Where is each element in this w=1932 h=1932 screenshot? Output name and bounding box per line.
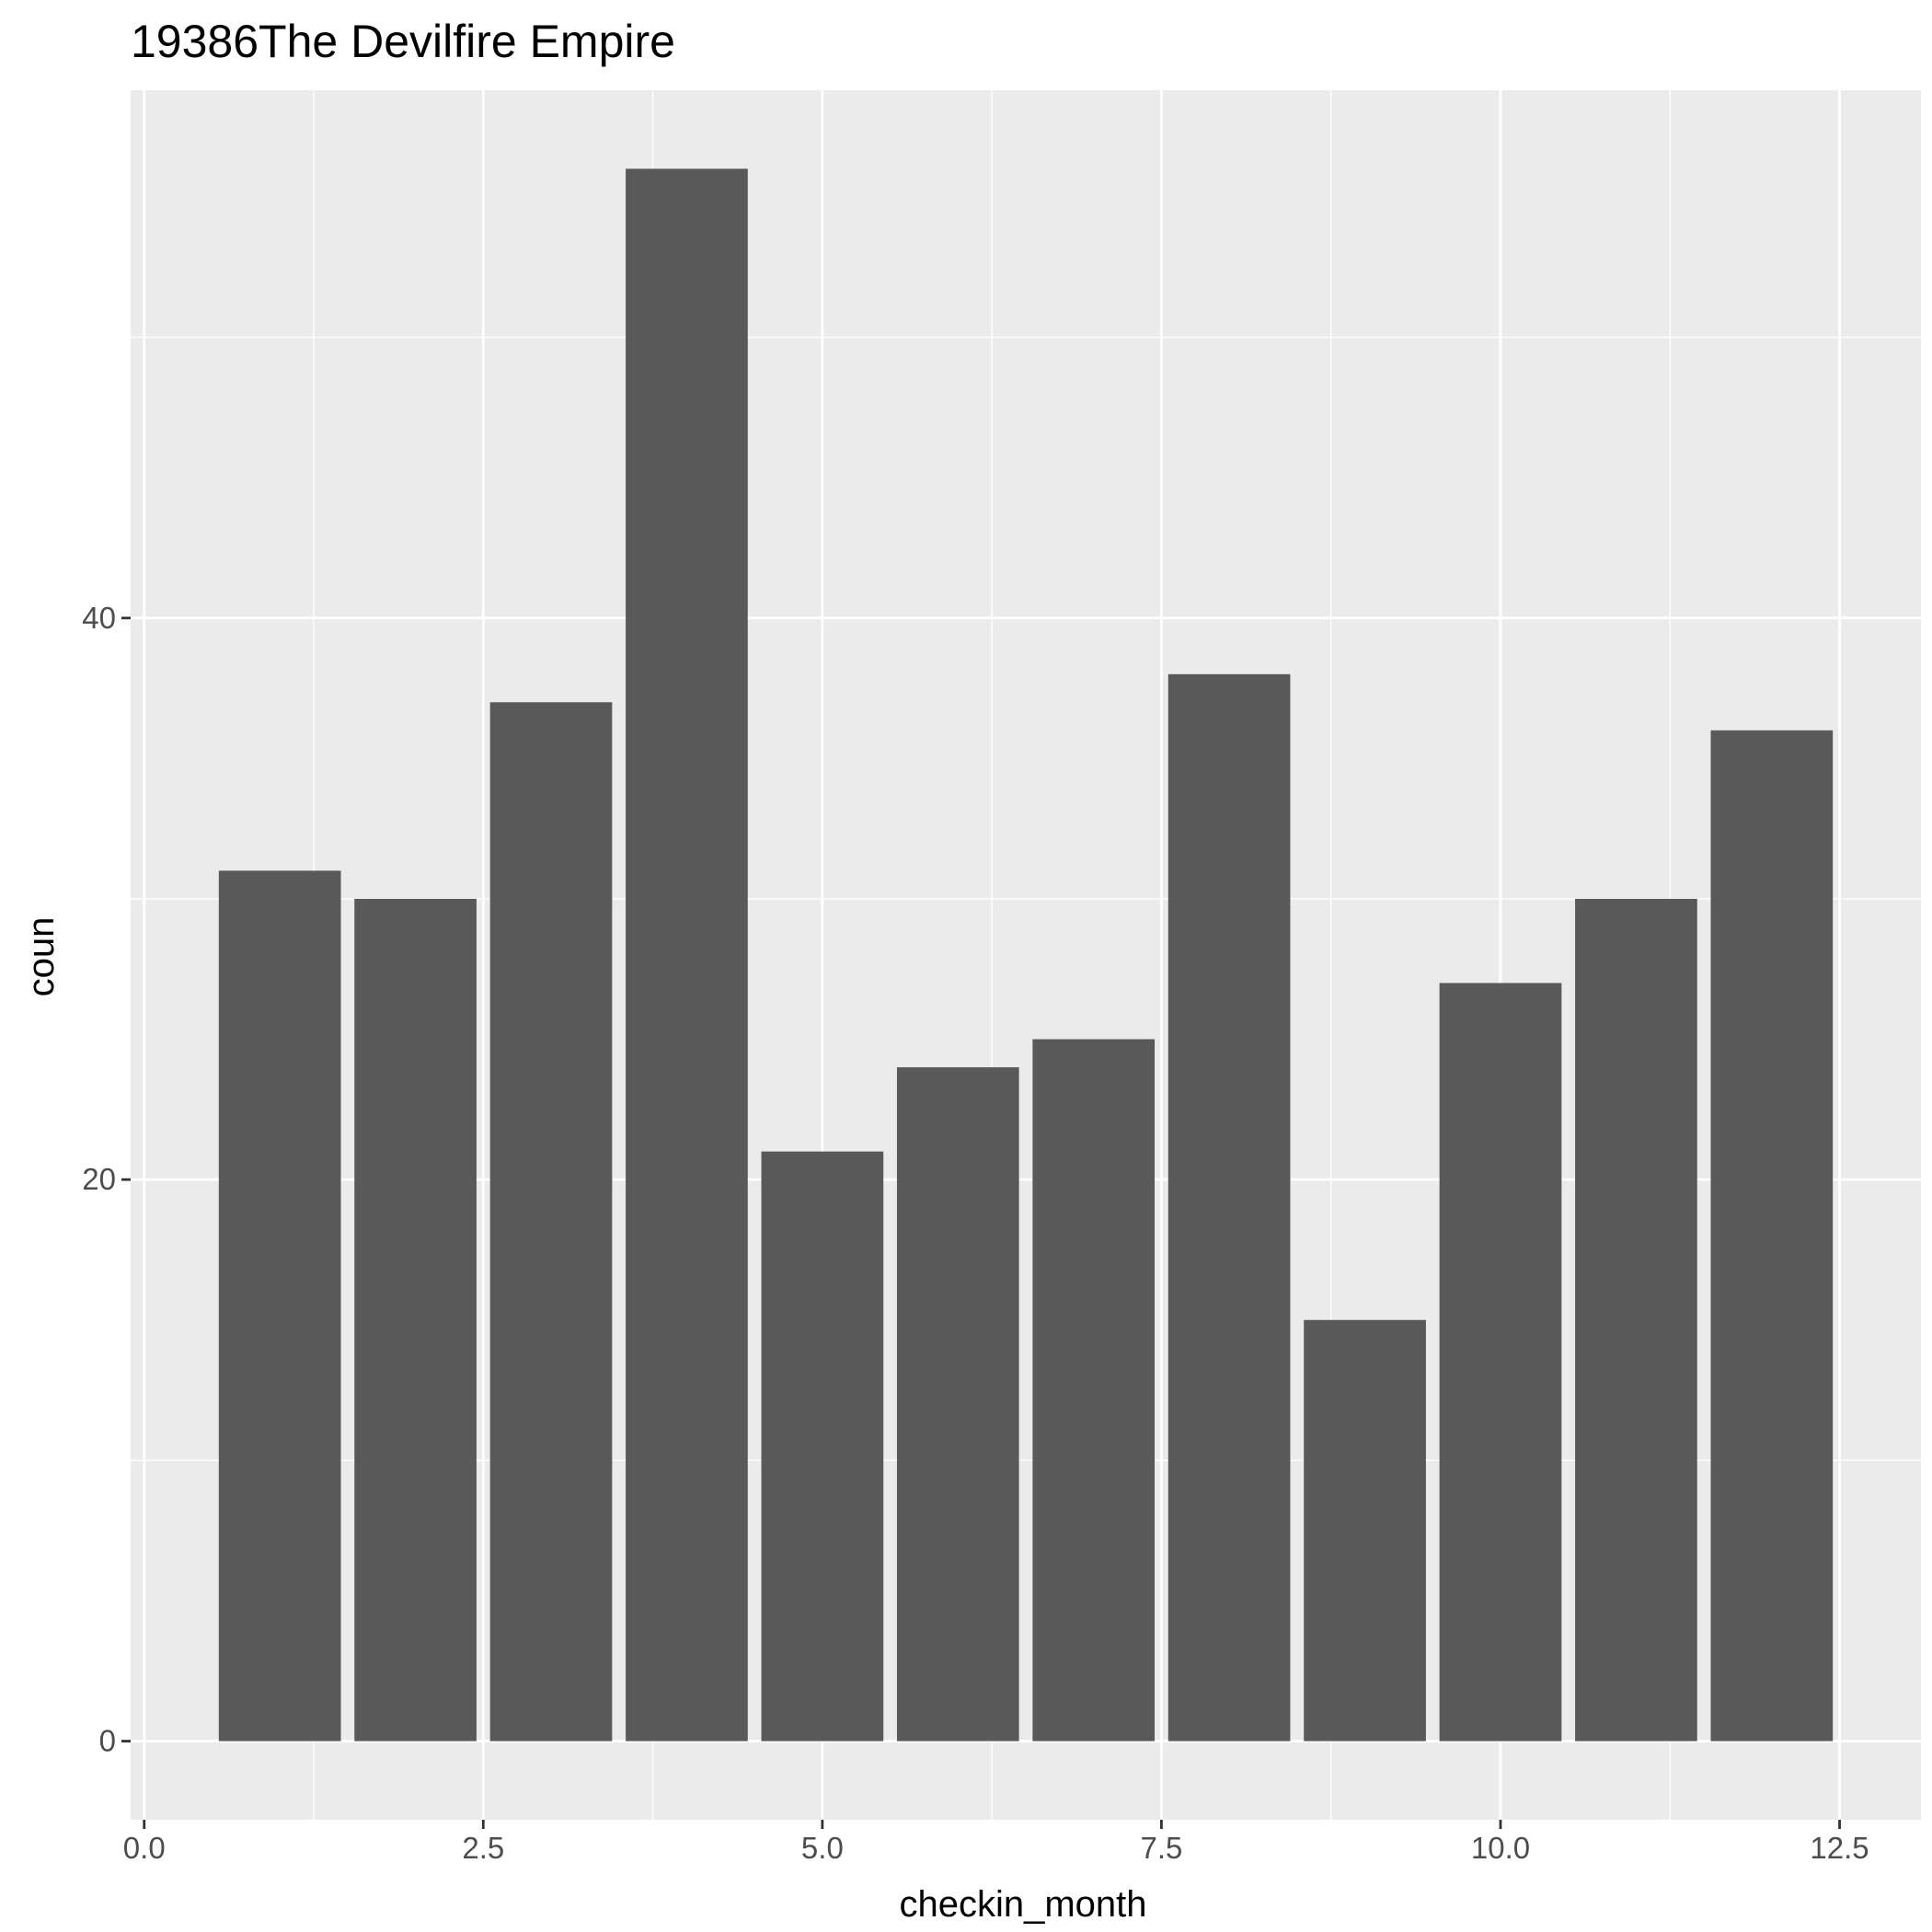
y-tick-label: 40: [82, 601, 116, 635]
bar: [1032, 1039, 1156, 1742]
bar: [1439, 983, 1562, 1742]
x-tick-label: 5.0: [801, 1831, 844, 1865]
bar: [218, 870, 341, 1742]
x-tick-label: 0.0: [123, 1831, 166, 1865]
bar: [1575, 898, 1697, 1742]
bar: [354, 898, 477, 1742]
bars: [218, 168, 1834, 1742]
x-axis-title: checkin_month: [899, 1884, 1146, 1925]
x-tick-label: 10.0: [1471, 1831, 1530, 1865]
y-axis: 0 20 40: [82, 601, 131, 1758]
y-axis-title: coun: [21, 917, 62, 997]
x-tick-label: 7.5: [1140, 1831, 1182, 1865]
bar: [626, 168, 748, 1742]
bar: [1710, 730, 1834, 1742]
x-tick-label: 2.5: [462, 1831, 504, 1865]
bar: [489, 702, 613, 1742]
x-tick-label: 12.5: [1810, 1831, 1869, 1865]
bar: [761, 1151, 884, 1742]
x-axis: 0.0 2.5 5.0 7.5 10.0 12.5: [123, 1820, 1869, 1865]
bar: [896, 1067, 1019, 1742]
y-tick-label: 20: [82, 1162, 116, 1196]
bar: [1304, 1319, 1426, 1742]
bar: [1167, 673, 1291, 1742]
chart-title: 19386The Devilfire Empire: [131, 16, 675, 67]
y-tick-label: 0: [99, 1724, 116, 1758]
